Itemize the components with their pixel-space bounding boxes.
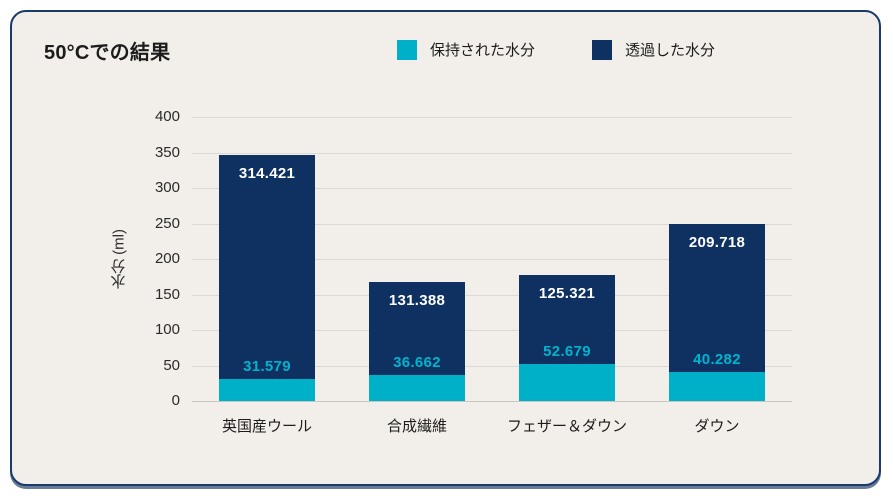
permeated-segment xyxy=(519,274,615,364)
legend-label: 透過した水分 xyxy=(625,42,716,59)
chart-title: 50°Cでの結果 xyxy=(44,42,171,64)
permeated-value-label: 209.718 xyxy=(688,233,746,251)
stacked-bar: 314.421 31.579 xyxy=(219,155,315,401)
permeated-segment xyxy=(669,223,765,373)
permeated-value-label: 125.321 xyxy=(538,284,596,302)
y-tick-label: 200 xyxy=(154,250,180,267)
gridline xyxy=(192,152,792,154)
permeated-segment xyxy=(369,281,465,375)
retained-segment xyxy=(369,374,465,401)
retained-segment xyxy=(219,378,315,401)
y-tick-label: 400 xyxy=(154,108,180,125)
legend-label: 保持された水分 xyxy=(430,42,536,59)
legend-item: 透過した水分 xyxy=(592,39,715,60)
bar-group: 125.321 52.679 フェザー＆ダウン xyxy=(492,117,642,435)
bar-group: 131.388 36.662 合成繊維 xyxy=(342,117,492,435)
y-tick-label: 300 xyxy=(154,179,180,196)
retained-segment xyxy=(519,363,615,401)
gridline xyxy=(192,188,792,189)
y-tick-label: 350 xyxy=(154,143,180,161)
category-label: ダウン xyxy=(694,418,740,435)
bar-group: 314.421 31.579 英国産ウール xyxy=(192,117,342,435)
category-label: フェザー＆ダウン xyxy=(506,418,627,435)
legend-swatch xyxy=(397,39,417,60)
stacked-bar: 209.718 40.282 xyxy=(669,223,765,401)
y-tick-label: 0 xyxy=(171,392,180,409)
permeated-value-label: 131.388 xyxy=(388,291,446,309)
retained-value-label: 40.282 xyxy=(693,351,741,369)
legend-swatch xyxy=(592,39,613,60)
bar-group: 209.718 40.282 ダウン xyxy=(642,117,792,435)
y-tick-label: 50 xyxy=(163,356,180,374)
y-tick-label: 100 xyxy=(154,321,180,338)
y-tick-label: 250 xyxy=(154,214,180,232)
retained-value-label: 31.579 xyxy=(243,357,291,375)
gridline xyxy=(192,259,792,260)
retained-value-label: 36.662 xyxy=(393,353,441,371)
retained-segment xyxy=(669,372,765,401)
gridline xyxy=(192,365,792,367)
retained-value-label: 52.679 xyxy=(543,342,591,360)
category-label: 合成繊維 xyxy=(386,418,447,435)
stacked-bar: 125.321 52.679 xyxy=(519,274,615,401)
gridline xyxy=(192,401,792,402)
plot-area: 0 50 100 150 200 250 300 350 400 314.421 31.579 英国産… xyxy=(155,108,792,435)
stacked-bar: 131.388 36.662 xyxy=(369,281,465,401)
legend-item: 保持された水分 xyxy=(397,39,535,60)
gridline xyxy=(192,294,792,296)
legend: 保持された水分 透過した水分 xyxy=(397,39,715,60)
gridline xyxy=(192,330,792,331)
chart-card: 50°Cでの結果 保持された水分 透過した水分 水分 (ml) 0 50 100 150… xyxy=(10,10,881,486)
gridline xyxy=(192,117,792,118)
y-axis-title: 水分 (ml) xyxy=(110,229,128,289)
category-label: 英国産ウール xyxy=(221,418,312,435)
y-tick-label: 150 xyxy=(154,285,180,303)
gridline xyxy=(192,223,792,225)
permeated-segment xyxy=(219,155,315,379)
permeated-value-label: 314.421 xyxy=(238,165,296,183)
